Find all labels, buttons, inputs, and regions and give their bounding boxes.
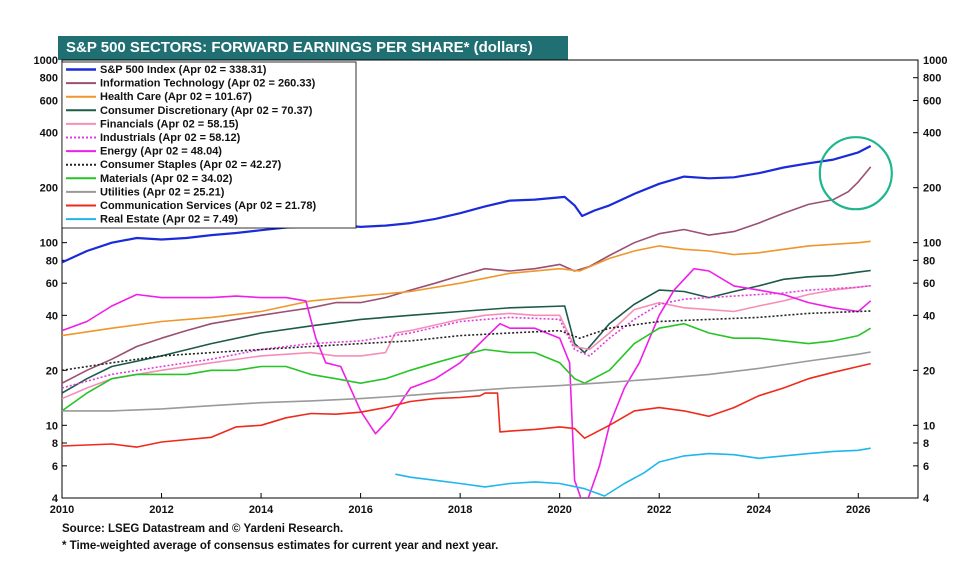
y-tick-label-left: 200 bbox=[40, 183, 58, 195]
y-tick-label-left: 100 bbox=[40, 238, 58, 250]
y-axis-right: 4 6 8 10 20 40 60 80 100 200 400 600 800 1000 bbox=[913, 55, 947, 505]
chart-title: S&P 500 SECTORS: FORWARD EARNINGS PER SH… bbox=[58, 36, 568, 60]
y-tick-label-left: 60 bbox=[46, 278, 58, 290]
y-tick-label-right: 8 bbox=[923, 438, 929, 450]
y-tick-label-right: 800 bbox=[923, 73, 941, 85]
legend-label: S&P 500 Index (Apr 02 = 338.31) bbox=[100, 64, 267, 76]
x-tick-label: 2026 bbox=[846, 504, 870, 516]
x-tick-label: 2024 bbox=[747, 504, 772, 516]
x-tick-label: 2016 bbox=[348, 504, 372, 516]
series-line bbox=[62, 166, 872, 384]
series-line bbox=[62, 267, 872, 498]
y-tick-label-right: 10 bbox=[923, 420, 935, 432]
footnote: * Time-weighted average of consensus est… bbox=[62, 540, 499, 552]
legend-label: Industrials (Apr 02 = 58.12) bbox=[100, 132, 241, 144]
series-line bbox=[62, 240, 871, 337]
y-tick-label-right: 80 bbox=[923, 255, 935, 267]
y-tick-label-left: 800 bbox=[40, 73, 58, 85]
legend-label: Health Care (Apr 02 = 101.67) bbox=[100, 91, 252, 103]
plot-area bbox=[61, 59, 919, 499]
y-tick-label-right: 20 bbox=[923, 365, 935, 377]
y-tick-label-right: 400 bbox=[923, 128, 941, 140]
legend-label: Real Estate (Apr 02 = 7.49) bbox=[100, 214, 238, 226]
y-tick-label-left: 1000 bbox=[34, 55, 58, 67]
highlight-circle bbox=[818, 136, 893, 211]
y-tick-label-left: 80 bbox=[46, 255, 58, 267]
series-line bbox=[395, 447, 871, 497]
legend-label: Consumer Staples (Apr 02 = 42.27) bbox=[100, 159, 282, 171]
y-tick-label-left: 40 bbox=[46, 310, 58, 322]
legend-label: Energy (Apr 02 = 48.04) bbox=[100, 146, 222, 158]
series-line bbox=[62, 284, 871, 400]
legend-label: Materials (Apr 02 = 34.02) bbox=[100, 173, 233, 185]
series-line bbox=[62, 362, 871, 448]
y-tick-label-left: 20 bbox=[46, 365, 58, 377]
series-line bbox=[62, 145, 872, 264]
y-tick-label-left: 6 bbox=[52, 461, 58, 473]
y-tick-label-right: 100 bbox=[923, 238, 941, 250]
legend-label: Consumer Discretionary (Apr 02 = 70.37) bbox=[100, 105, 313, 117]
y-tick-label-right: 40 bbox=[923, 310, 935, 322]
series-line bbox=[62, 310, 871, 372]
y-axis-left: 4 6 8 10 20 40 60 80 100 200 400 600 800 1000 bbox=[34, 55, 67, 505]
legend-label: Financials (Apr 02 = 58.15) bbox=[100, 118, 239, 130]
y-tick-label-right: 600 bbox=[923, 96, 941, 108]
x-tick-label: 2012 bbox=[149, 504, 173, 516]
y-tick-label-right: 200 bbox=[923, 183, 941, 195]
y-tick-label-right: 60 bbox=[923, 278, 935, 290]
y-tick-label-right: 6 bbox=[923, 461, 929, 473]
y-tick-label-left: 600 bbox=[40, 96, 58, 108]
series-line bbox=[62, 322, 872, 412]
x-tick-label: 2010 bbox=[50, 504, 74, 516]
y-tick-label-right: 4 bbox=[923, 493, 930, 505]
legend-label: Communication Services (Apr 02 = 21.78) bbox=[100, 200, 316, 212]
x-axis: 2010 2012 2014 2016 2018 2020 2022 2024 2026 bbox=[50, 493, 871, 516]
source-note: Source: LSEG Datastream and © Yardeni Re… bbox=[62, 523, 344, 535]
legend: S&P 500 Index (Apr 02 = 338.31) Informati… bbox=[61, 61, 357, 229]
y-tick-label-left: 8 bbox=[52, 438, 58, 450]
x-tick-label: 2022 bbox=[647, 504, 671, 516]
x-tick-label: 2014 bbox=[249, 504, 274, 516]
legend-label: Information Technology (Apr 02 = 260.33) bbox=[100, 78, 316, 90]
series-line bbox=[62, 284, 871, 389]
x-tick-label: 2018 bbox=[448, 504, 472, 516]
legend-box bbox=[61, 61, 357, 229]
legend-label: Utilities (Apr 02 = 25.21) bbox=[100, 186, 225, 198]
x-tick-label: 2020 bbox=[547, 504, 571, 516]
y-tick-label-right: 1000 bbox=[923, 55, 947, 67]
y-tick-label-left: 4 bbox=[52, 493, 59, 505]
series-line bbox=[62, 351, 871, 412]
series-layer bbox=[62, 145, 872, 498]
y-tick-label-left: 10 bbox=[46, 420, 58, 432]
y-tick-label-left: 400 bbox=[40, 128, 58, 140]
